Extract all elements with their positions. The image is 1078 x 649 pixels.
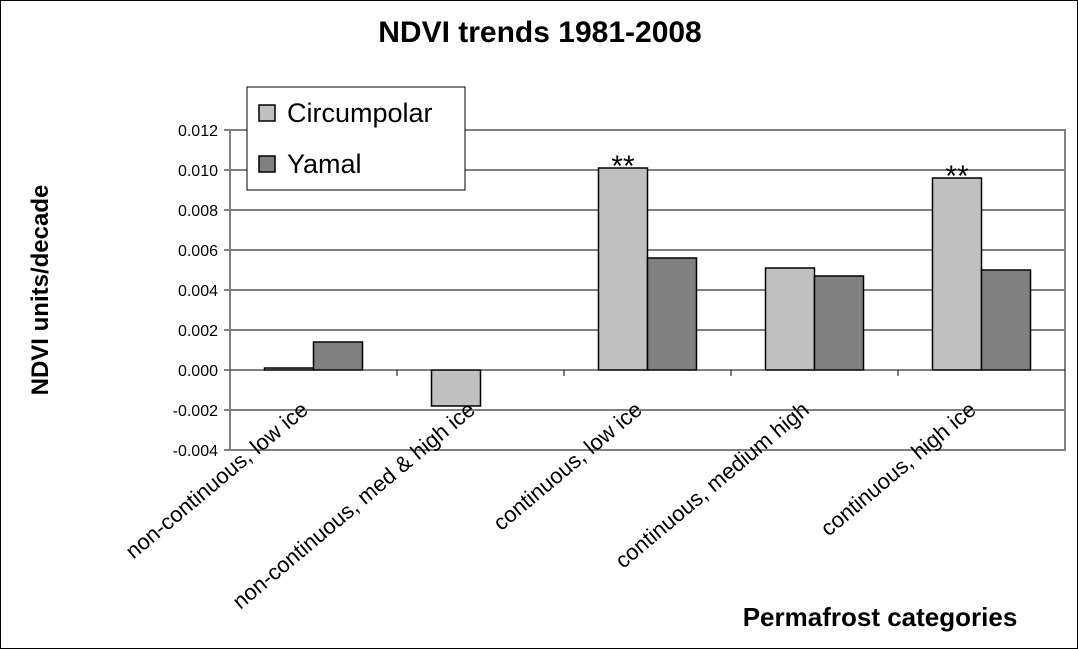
bar <box>813 275 865 371</box>
annotation: ** <box>611 150 635 183</box>
y-tick-label: 0.000 <box>178 363 218 380</box>
annotation: ** <box>945 160 969 193</box>
y-tick-label: -0.004 <box>173 443 218 460</box>
legend-label: Circumpolar <box>287 98 433 128</box>
chart-title: NDVI trends 1981-2008 <box>378 16 702 49</box>
y-tick-label: 0.012 <box>178 123 218 140</box>
bar <box>430 369 482 407</box>
y-tick-label: 0.002 <box>178 323 218 340</box>
y-axis-label: NDVI units/decade <box>27 185 54 396</box>
bar <box>980 269 1032 371</box>
bar <box>312 341 364 371</box>
bar <box>931 177 983 371</box>
legend-label: Yamal <box>287 149 362 179</box>
legend-box <box>246 86 466 191</box>
y-tick-label: 0.004 <box>178 283 218 300</box>
plot-border <box>229 129 1066 451</box>
bar <box>646 257 698 371</box>
bar <box>764 267 816 371</box>
legend-swatch <box>258 104 276 122</box>
y-tick-label: 0.010 <box>178 163 218 180</box>
bar <box>597 167 649 371</box>
x-axis-label: Permafrost categories <box>743 602 1018 632</box>
y-tick-label: -0.002 <box>173 403 218 420</box>
legend-swatch <box>258 155 276 173</box>
bar <box>263 367 315 371</box>
y-tick-label: 0.006 <box>178 243 218 260</box>
y-tick-label: 0.008 <box>178 203 218 220</box>
